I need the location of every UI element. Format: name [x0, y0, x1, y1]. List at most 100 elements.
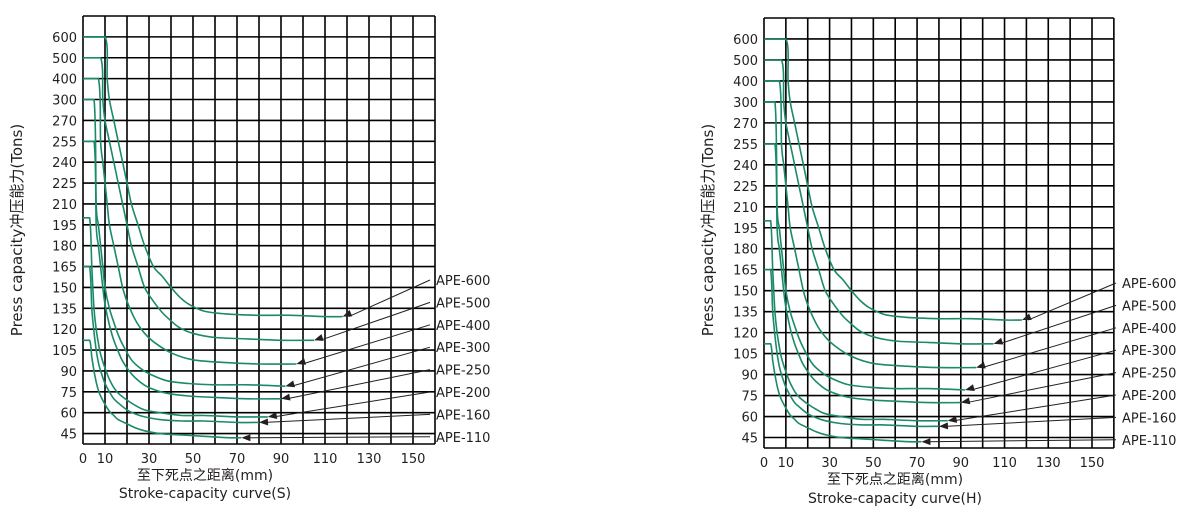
y-tick-label: 105 [733, 348, 758, 363]
y-tick-label: 90 [741, 369, 758, 384]
y-tick-label: 240 [733, 159, 758, 174]
legend-label: APE-300 [1122, 344, 1176, 359]
x-tick-label: 70 [909, 456, 926, 471]
legend-label: APE-200 [1122, 389, 1176, 404]
y-tick-label: 270 [733, 117, 758, 132]
legend-label: APE-200 [436, 386, 490, 401]
chart-title: Stroke-capacity curve(H) [808, 491, 982, 507]
y-tick-label: 500 [52, 52, 77, 67]
curve-ape-300 [83, 98, 286, 387]
leader-line [953, 394, 1117, 422]
arrow-head [947, 415, 958, 423]
y-tick-label: 400 [52, 73, 77, 88]
leader-line [286, 369, 431, 400]
arrow-head [921, 438, 931, 446]
y-tick-label: 150 [733, 285, 758, 300]
y-tick-label: 255 [52, 135, 77, 150]
y-tick-label: 600 [52, 31, 77, 46]
stroke-capacity-chart-h: 45 60 75 90 105 120 135 150 165 180 195 210 225 240 25… [699, 17, 1176, 507]
curve-ape-300 [764, 101, 966, 391]
y-tick-label: 500 [733, 54, 758, 69]
curve-ape-400 [83, 77, 297, 365]
chart-panel-s: 45 60 75 90 105 120 135 150 165 180 195 210 225 240 25… [8, 15, 490, 502]
x-tick-label: 130 [1036, 456, 1061, 471]
y-tick-label: 90 [60, 365, 77, 380]
curve-ape-250 [83, 140, 282, 400]
curve-ape-250 [764, 143, 961, 404]
y-tick-label: 225 [733, 180, 758, 195]
y-tick-label: 270 [52, 114, 77, 129]
y-tick-label: 225 [52, 177, 77, 192]
x-tick-label: 10 [97, 452, 114, 467]
y-tick-label: 300 [733, 96, 758, 111]
y-tick-label: 400 [733, 75, 758, 90]
y-tick-label: 600 [733, 33, 758, 48]
y-tick-label: 120 [52, 323, 77, 338]
legend-label: APE-110 [436, 431, 490, 446]
leader-line [319, 301, 431, 341]
x-tick-label: 150 [1080, 456, 1105, 471]
y-tick-label: 150 [52, 281, 77, 296]
chart-panel-h: 45 60 75 90 105 120 135 150 165 180 195 210 225 240 25… [690, 0, 1200, 520]
legend-label: APE-600 [436, 274, 490, 289]
leader-line [999, 304, 1117, 345]
curve-ape-160 [764, 268, 939, 428]
y-tick-label: 75 [60, 386, 77, 401]
leader-line [247, 436, 431, 439]
x-tick-label: 110 [992, 456, 1017, 471]
y-axis-label: Press capacity冲压能力(Tons) [699, 124, 717, 336]
legend-label: APE-300 [436, 341, 490, 356]
leader-line [1027, 282, 1117, 321]
leader-line [348, 279, 431, 318]
leader-line [981, 327, 1117, 369]
curve-ape-200 [83, 217, 268, 418]
x-tick-label: 30 [821, 456, 838, 471]
curve-ape-600 [83, 36, 343, 318]
x-tick-label: 10 [778, 456, 795, 471]
legend-label: APE-160 [436, 408, 490, 423]
x-tick-label: 0 [79, 452, 87, 467]
legend-label: APE-500 [436, 296, 490, 311]
leader-line [273, 391, 431, 418]
arrow-head [281, 393, 291, 401]
leader-line [302, 324, 431, 365]
arrow-head [259, 418, 269, 426]
curve-ape-400 [764, 80, 977, 369]
leader-line [264, 413, 431, 423]
arrow-head [960, 397, 971, 405]
arrow-head [965, 384, 975, 392]
chart-title: Stroke-capacity curve(S) [119, 486, 291, 502]
leader-line [966, 372, 1117, 404]
y-tick-label: 135 [733, 306, 758, 321]
curve-ape-600 [764, 38, 1023, 321]
legend-label: APE-400 [1122, 322, 1176, 337]
curve-ape-110 [83, 339, 242, 439]
arrow-head [267, 412, 278, 419]
arrow-head [241, 434, 251, 442]
x-tick-label: 90 [953, 456, 970, 471]
curve-ape-110 [764, 343, 922, 443]
y-tick-label: 105 [52, 344, 77, 359]
x-tick-label: 0 [760, 456, 768, 471]
x-tick-label: 130 [357, 452, 382, 467]
y-tick-label: 195 [52, 219, 77, 234]
y-tick-label: 45 [741, 432, 758, 447]
curve-ape-160 [83, 265, 260, 424]
arrow-head [938, 422, 949, 430]
leader-line [927, 439, 1117, 443]
grid [763, 17, 1115, 449]
y-axis-label: Press capacity冲压能力(Tons) [8, 124, 26, 336]
curve-ape-200 [764, 220, 948, 422]
arrow-head [296, 358, 307, 365]
y-tick-label: 210 [733, 201, 758, 216]
legend-label: APE-160 [1122, 411, 1176, 426]
x-tick-label: 150 [401, 452, 426, 467]
legend-label: APE-250 [436, 364, 490, 379]
y-tick-label: 75 [741, 390, 758, 405]
x-axis-label: 至下死点之距离(mm) [827, 471, 963, 488]
y-tick-label: 165 [733, 264, 758, 279]
leader-line [291, 346, 431, 387]
x-tick-label: 110 [313, 452, 338, 467]
y-tick-label: 165 [52, 261, 77, 276]
y-tick-label: 120 [733, 327, 758, 342]
